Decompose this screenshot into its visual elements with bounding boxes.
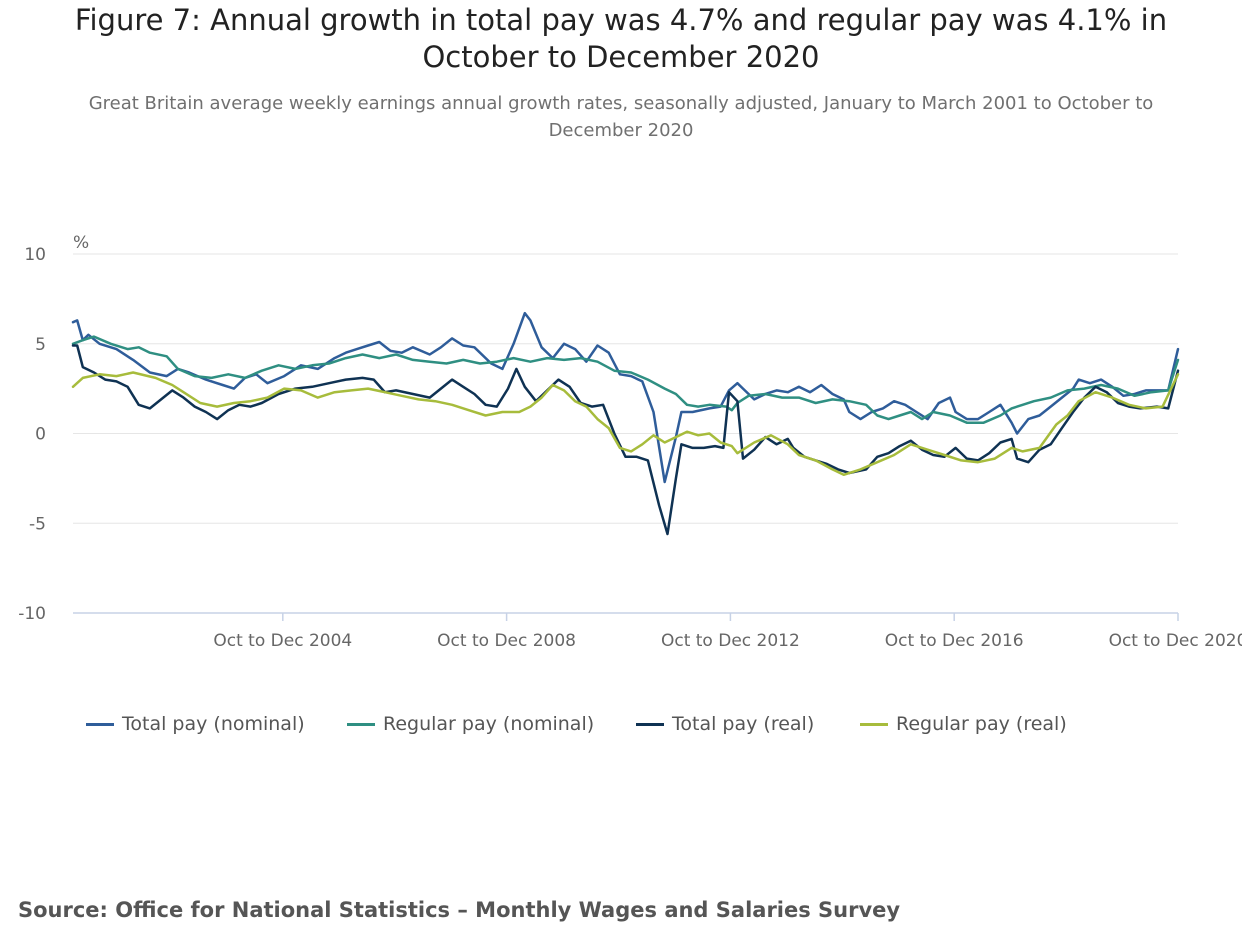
series-line-regular-pay-nominal (71, 335, 1180, 424)
legend-swatch-total-real (636, 722, 664, 726)
y-tick-label: 5 (35, 335, 46, 355)
chart-title: Figure 7: Annual growth in total pay was… (74, 3, 1168, 74)
y-tick-label: 0 (35, 425, 46, 445)
line-chart: 10 5 0 -5 -10% Oct to Dec 2004 Oct to Dec 2008… (18, 233, 1242, 651)
y-tick-label: -5 (29, 514, 46, 534)
legend-item-regular-nominal[interactable]: Regular pay (nominal) (347, 713, 594, 735)
legend: Total pay (nominal) Regular pay (nominal… (0, 713, 1242, 743)
legend-label-regular-nominal: Regular pay (nominal) (383, 713, 595, 735)
x-tick-label: Oct to Dec 2016 (885, 631, 1024, 651)
y-tick-label: -10 (18, 604, 46, 624)
legend-label-total-real: Total pay (real) (672, 713, 815, 735)
source-note: Source: Office for National Statistics –… (18, 898, 901, 922)
x-tick-label: Oct to Dec 2008 (437, 631, 576, 651)
x-tick-label: Oct to Dec 2004 (213, 631, 352, 651)
series-line-total-pay-real (71, 344, 1180, 536)
legend-swatch-regular-real (860, 722, 888, 726)
legend-label-regular-real: Regular pay (real) (896, 713, 1067, 735)
chart-subtitle: Great Britain average weekly earnings an… (88, 93, 1154, 141)
series-line-regular-pay-real (71, 371, 1180, 477)
legend-swatch-total-nominal (86, 722, 114, 726)
legend-item-regular-real[interactable]: Regular pay (real) (860, 713, 1067, 735)
y-tick-label: 10 (24, 245, 46, 265)
y-axis-unit-label: % (73, 233, 89, 253)
x-tick-label: Oct to Dec 2020 (1109, 631, 1242, 651)
x-tick-label: Oct to Dec 2012 (661, 631, 800, 651)
legend-swatch-regular-nominal (347, 722, 375, 726)
legend-label-total-nominal: Total pay (nominal) (122, 713, 305, 735)
series-line-total-pay-nominal (71, 311, 1180, 484)
legend-item-total-real[interactable]: Total pay (real) (636, 713, 814, 735)
legend-item-total-nominal[interactable]: Total pay (nominal) (86, 713, 305, 735)
